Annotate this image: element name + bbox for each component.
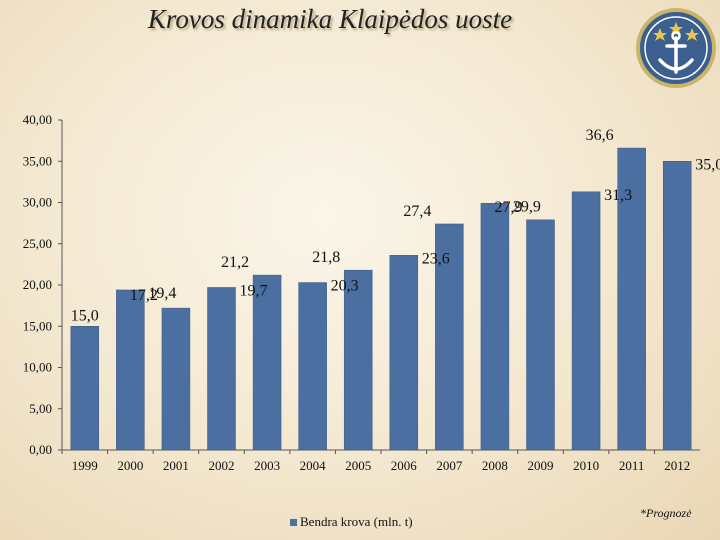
bar: [116, 289, 145, 451]
y-tick-label: 20,00: [23, 277, 52, 292]
x-tick-label: 2006: [391, 458, 418, 473]
x-tick-label: 2009: [528, 458, 554, 473]
bar: [617, 147, 646, 451]
data-label: 21,2: [221, 254, 249, 271]
chart-title: Krovos dinamika Klaipėdos uoste: [147, 4, 513, 34]
data-label: 35,0*: [695, 156, 720, 173]
x-tick-label: 2008: [482, 458, 508, 473]
data-label: 36,6: [586, 127, 614, 144]
data-label: 27,4: [403, 203, 431, 220]
x-tick-label: 2005: [345, 458, 371, 473]
x-tick-label: 2004: [300, 458, 327, 473]
bar: [252, 274, 282, 451]
data-label: 27,9: [495, 199, 523, 216]
chart-bars: [70, 147, 692, 451]
x-tick-label: 2000: [117, 458, 143, 473]
data-label: 21,8: [312, 249, 340, 266]
y-tick-label: 30,00: [23, 195, 52, 210]
bar: [70, 326, 100, 451]
x-tick-label: 2011: [619, 458, 645, 473]
y-tick-label: 15,00: [23, 318, 52, 333]
data-label: 31,3: [604, 187, 632, 204]
x-tick-label: 2001: [163, 458, 189, 473]
bar: [298, 282, 327, 451]
data-label: 23,6: [422, 250, 450, 267]
forecast-footnote: *Prognozė: [640, 506, 692, 520]
bar: [662, 161, 692, 451]
bar: [161, 307, 191, 451]
data-label: 20,3: [331, 278, 359, 295]
legend-swatch: [290, 518, 297, 526]
chart-legend: Bendra krova (mln. t): [290, 514, 413, 530]
bar: [389, 255, 419, 451]
data-label: 29,9: [513, 198, 541, 215]
y-tick-label: 0,00: [29, 442, 52, 457]
bar: [571, 191, 601, 451]
y-tick-label: 40,00: [23, 112, 52, 127]
y-tick-label: 5,00: [29, 401, 52, 416]
anchor-emblem-icon: [636, 8, 716, 88]
y-tick-label: 25,00: [23, 236, 52, 251]
y-tick-label: 35,00: [23, 153, 52, 168]
x-tick-label: 2002: [209, 458, 235, 473]
bar: [435, 223, 464, 451]
data-label: 19,4: [148, 285, 176, 302]
bar: [526, 219, 555, 451]
bar: [207, 287, 236, 451]
data-label: 17,2: [130, 287, 158, 304]
legend-label: Bendra krova (mln. t): [300, 514, 413, 529]
data-label: 19,7: [240, 282, 268, 299]
x-tick-label: 2010: [573, 458, 599, 473]
bar: [343, 269, 373, 451]
y-tick-label: 10,00: [23, 360, 52, 375]
x-tick-label: 2012: [664, 458, 690, 473]
x-tick-label: 2003: [254, 458, 280, 473]
x-tick-label: 2007: [436, 458, 463, 473]
bar: [480, 203, 510, 451]
data-label: 15,0: [71, 307, 99, 324]
chart-labels: 1999 15,0 2000 19,4 2001 17,2 2002 19,7 2003 21,2…: [71, 127, 720, 473]
x-tick-label: 1999: [72, 458, 98, 473]
